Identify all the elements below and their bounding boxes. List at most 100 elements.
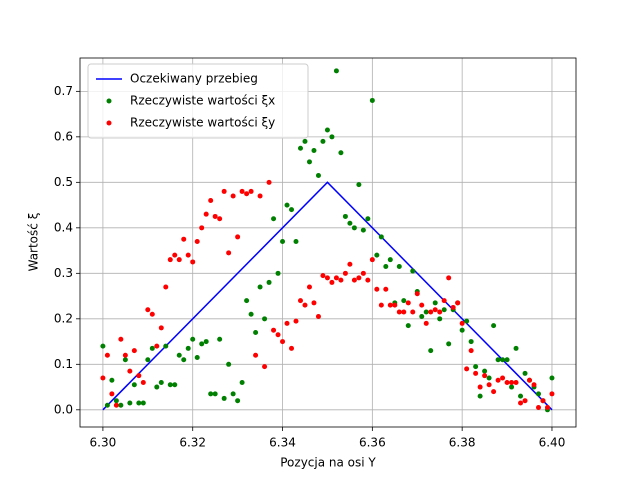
point bbox=[540, 398, 546, 404]
point bbox=[217, 216, 223, 222]
point bbox=[194, 354, 200, 360]
legend-label: Oczekiwany przebieg bbox=[130, 72, 258, 86]
point bbox=[185, 345, 191, 351]
point bbox=[176, 257, 182, 263]
point bbox=[365, 277, 371, 283]
y-tick-label: 0.5 bbox=[54, 175, 73, 189]
point bbox=[441, 298, 447, 304]
point bbox=[302, 138, 308, 144]
point bbox=[536, 391, 542, 397]
legend-box bbox=[87, 63, 309, 139]
point bbox=[423, 320, 429, 326]
point bbox=[221, 395, 227, 401]
point bbox=[333, 68, 339, 74]
point bbox=[374, 286, 380, 292]
point bbox=[208, 198, 214, 204]
point bbox=[387, 257, 393, 263]
point bbox=[468, 339, 474, 345]
y-tick-label: 0.3 bbox=[54, 266, 73, 280]
legend-label: Rzeczywiste wartości ξy bbox=[130, 116, 275, 130]
point bbox=[419, 314, 425, 320]
point bbox=[235, 234, 241, 240]
point bbox=[194, 238, 200, 244]
point bbox=[360, 227, 366, 233]
point bbox=[473, 364, 479, 370]
point bbox=[271, 327, 277, 333]
point bbox=[297, 145, 303, 151]
point bbox=[324, 127, 330, 133]
point bbox=[257, 284, 263, 290]
point bbox=[378, 302, 384, 308]
point bbox=[172, 382, 178, 388]
point bbox=[167, 257, 173, 263]
point bbox=[284, 202, 290, 208]
point bbox=[374, 252, 380, 258]
point bbox=[347, 261, 353, 267]
point bbox=[167, 382, 173, 388]
point bbox=[482, 368, 488, 374]
point bbox=[477, 384, 483, 390]
x-tick-label: 6.30 bbox=[90, 436, 117, 450]
point bbox=[145, 357, 151, 363]
y-tick-label: 0.6 bbox=[54, 129, 73, 143]
point bbox=[208, 391, 214, 397]
point bbox=[315, 173, 321, 179]
point bbox=[284, 320, 290, 326]
x-tick-label: 6.40 bbox=[539, 436, 566, 450]
point bbox=[491, 389, 497, 395]
point bbox=[437, 309, 443, 315]
point bbox=[136, 400, 142, 406]
legend-marker bbox=[106, 98, 112, 104]
point bbox=[203, 211, 209, 217]
point bbox=[513, 380, 519, 386]
plot-frame bbox=[79, 57, 577, 428]
point bbox=[131, 348, 137, 354]
point bbox=[549, 391, 555, 397]
point bbox=[401, 298, 407, 304]
point bbox=[253, 329, 259, 335]
point bbox=[154, 343, 160, 349]
y-tick-label: 0.1 bbox=[54, 357, 73, 371]
point bbox=[311, 147, 317, 153]
point bbox=[217, 336, 223, 342]
point bbox=[459, 320, 465, 326]
point bbox=[226, 250, 232, 256]
point bbox=[149, 311, 155, 317]
point bbox=[262, 316, 268, 322]
point bbox=[464, 318, 470, 324]
point bbox=[100, 375, 106, 381]
point bbox=[351, 225, 357, 231]
point bbox=[405, 323, 411, 329]
point bbox=[149, 345, 155, 351]
point bbox=[347, 220, 353, 226]
point bbox=[477, 393, 483, 399]
point bbox=[230, 391, 236, 397]
point bbox=[176, 352, 182, 358]
point bbox=[185, 252, 191, 258]
point bbox=[163, 284, 169, 290]
point bbox=[518, 400, 524, 406]
point bbox=[239, 380, 245, 386]
point bbox=[280, 238, 286, 244]
point bbox=[212, 391, 218, 397]
point bbox=[491, 323, 497, 329]
point bbox=[450, 304, 456, 310]
point bbox=[131, 382, 137, 388]
point bbox=[244, 298, 250, 304]
point bbox=[504, 357, 510, 363]
point bbox=[369, 97, 375, 103]
point bbox=[104, 402, 110, 408]
point bbox=[118, 336, 124, 342]
point bbox=[203, 339, 209, 345]
point bbox=[145, 307, 151, 313]
point bbox=[410, 309, 416, 315]
point bbox=[293, 238, 299, 244]
point bbox=[181, 236, 187, 242]
point bbox=[172, 252, 178, 258]
x-tick-label: 6.36 bbox=[359, 436, 386, 450]
legend-label: Rzeczywiste wartości ξx bbox=[130, 94, 275, 108]
point bbox=[320, 273, 326, 279]
point bbox=[154, 384, 160, 390]
point bbox=[428, 309, 434, 315]
